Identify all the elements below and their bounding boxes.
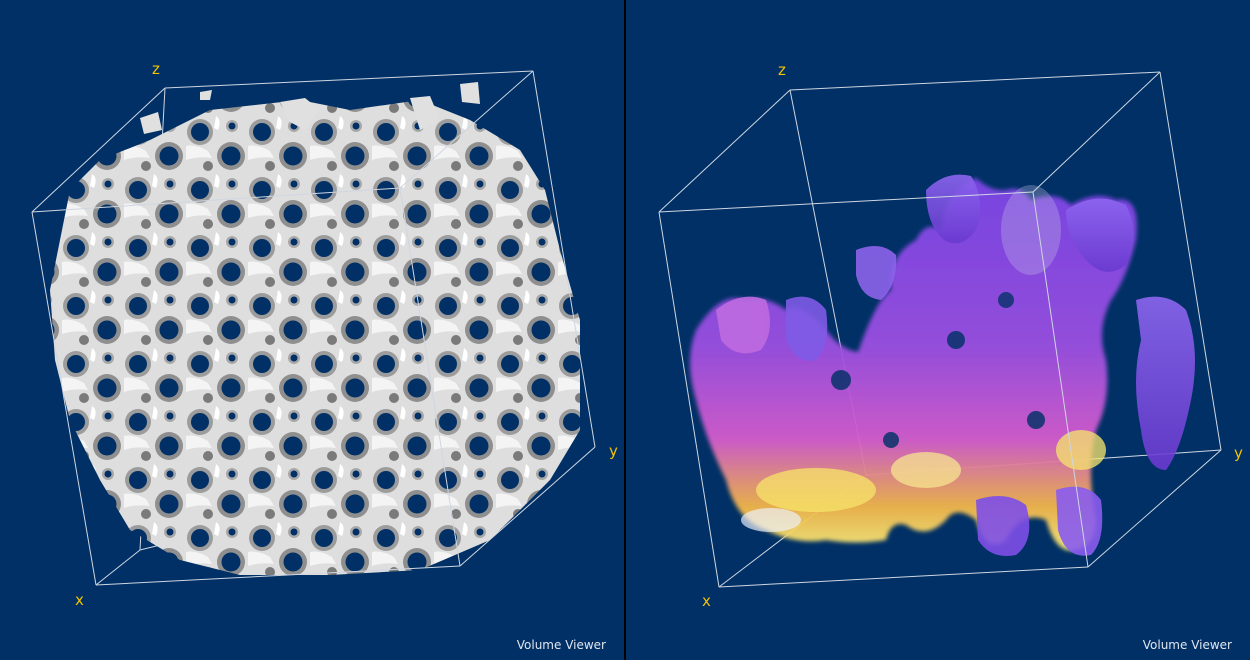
x-axis-label: x [702,592,711,610]
right-3d-viewport[interactable]: z y x Volume Viewer [626,0,1250,660]
volume-box-front [658,71,1222,588]
volume-blob [690,178,1137,551]
y-axis-label: y [1234,444,1243,462]
viewer-label: Volume Viewer [1142,638,1232,652]
volume-detail [716,174,1195,556]
z-axis-label: z [778,61,786,79]
z-axis-label: z [152,60,160,78]
left-3d-viewport[interactable]: z y x Volume Viewer [0,0,624,660]
isosurface-fragments [140,82,480,134]
isosurface-foam [50,100,580,575]
y-axis-label: y [609,442,618,460]
bounding-box-front [31,70,596,586]
isosurface-scene [31,70,596,586]
viewer-label: Volume Viewer [516,638,606,652]
volume-rendering-scene [658,71,1222,588]
x-axis-label: x [75,591,84,609]
